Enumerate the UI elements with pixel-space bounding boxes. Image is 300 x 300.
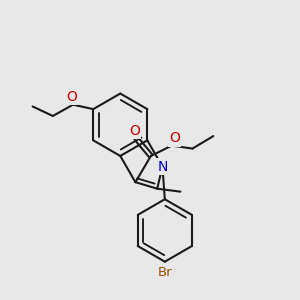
Text: O: O (66, 90, 77, 104)
Text: O: O (169, 131, 180, 145)
Text: O: O (129, 124, 140, 138)
Text: Br: Br (158, 266, 172, 279)
Text: N: N (157, 160, 168, 174)
